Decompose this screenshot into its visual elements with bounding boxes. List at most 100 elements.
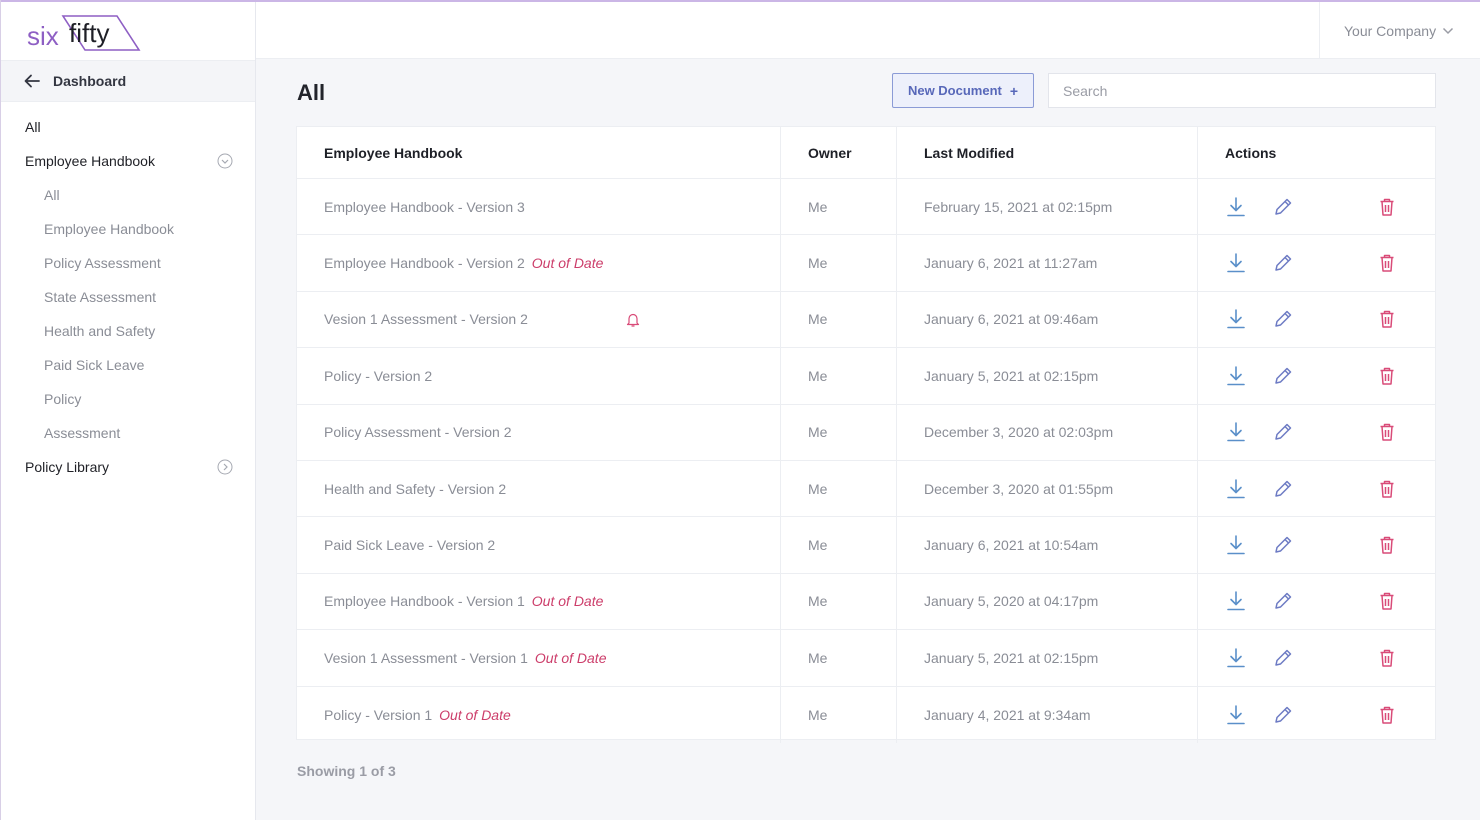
last-modified-cell: January 6, 2021 at 11:27am bbox=[896, 235, 1197, 291]
download-icon[interactable] bbox=[1225, 647, 1247, 669]
last-modified-cell: January 5, 2021 at 02:15pm bbox=[896, 348, 1197, 404]
expand-chevron-right-icon[interactable] bbox=[217, 459, 233, 475]
sidebar-nav: All Employee Handbook All Employee Handbook… bbox=[1, 110, 255, 484]
owner-cell: Me bbox=[780, 573, 896, 630]
sidebar-item[interactable]: All bbox=[1, 178, 255, 212]
sidebar-item-label: State Assessment bbox=[44, 289, 157, 305]
document-name-cell[interactable]: Paid Sick Leave - Version 2 bbox=[297, 517, 780, 572]
trash-icon[interactable] bbox=[1376, 478, 1398, 500]
edit-pencil-icon[interactable] bbox=[1272, 196, 1294, 218]
trash-icon[interactable] bbox=[1376, 647, 1398, 669]
document-name-cell[interactable]: Vesion 1 Assessment - Version 2 bbox=[297, 292, 780, 347]
table-row[interactable]: Health and Safety - Version 2 Me December… bbox=[297, 461, 1435, 518]
edit-pencil-icon[interactable] bbox=[1272, 252, 1294, 274]
edit-pencil-icon[interactable] bbox=[1272, 421, 1294, 443]
table-row[interactable]: Employee Handbook - Version 1 Out of Date… bbox=[297, 573, 1435, 631]
table-row[interactable]: Vesion 1 Assessment - Version 2 Me Januar… bbox=[297, 291, 1435, 349]
sixfifty-logo: six fifty bbox=[27, 15, 141, 51]
download-icon[interactable] bbox=[1225, 534, 1247, 556]
actions-cell bbox=[1197, 291, 1435, 348]
company-switcher[interactable]: Your Company bbox=[1319, 2, 1480, 59]
download-icon[interactable] bbox=[1225, 478, 1247, 500]
document-name: Health and Safety - Version 2 bbox=[324, 480, 507, 497]
document-name-cell[interactable]: Policy - Version 2 bbox=[297, 348, 780, 403]
download-icon[interactable] bbox=[1225, 308, 1247, 330]
document-name: Employee Handbook - Version 2 bbox=[324, 255, 525, 272]
back-to-dashboard-link[interactable]: Dashboard bbox=[1, 60, 255, 102]
trash-icon[interactable] bbox=[1376, 421, 1398, 443]
edit-pencil-icon[interactable] bbox=[1272, 647, 1294, 669]
trash-icon[interactable] bbox=[1376, 196, 1398, 218]
sidebar-item-label: All bbox=[25, 119, 41, 135]
owner-cell: Me bbox=[780, 630, 896, 686]
sidebar-item-label: Policy bbox=[44, 391, 82, 407]
document-name-cell[interactable]: Employee Handbook - Version 3 bbox=[297, 179, 780, 234]
download-icon[interactable] bbox=[1225, 421, 1247, 443]
document-name-cell[interactable]: Vesion 1 Assessment - Version 1 Out of Da… bbox=[297, 630, 780, 685]
table-row[interactable]: Employee Handbook - Version 2 Out of Date… bbox=[297, 235, 1435, 292]
sidebar-item[interactable]: All bbox=[1, 110, 255, 144]
sidebar-item[interactable]: Employee Handbook bbox=[1, 144, 255, 178]
download-icon[interactable] bbox=[1225, 365, 1247, 387]
column-header-owner[interactable]: Owner bbox=[780, 127, 896, 178]
document-name-cell[interactable]: Policy - Version 1 Out of Date bbox=[297, 687, 780, 743]
trash-icon[interactable] bbox=[1376, 252, 1398, 274]
out-of-date-badge: Out of Date bbox=[534, 649, 607, 666]
table-row[interactable]: Employee Handbook - Version 3 Me February… bbox=[297, 179, 1435, 236]
sidebar-item-label: Assessment bbox=[44, 425, 121, 441]
table-row[interactable]: Vesion 1 Assessment - Version 1 Out of Da… bbox=[297, 630, 1435, 687]
edit-pencil-icon[interactable] bbox=[1272, 534, 1294, 556]
trash-icon[interactable] bbox=[1376, 308, 1398, 330]
table-row[interactable]: Paid Sick Leave - Version 2 Me January 6,… bbox=[297, 517, 1435, 574]
last-modified-cell: January 5, 2020 at 04:17pm bbox=[896, 573, 1197, 630]
document-name-cell[interactable]: Policy Assessment - Version 2 bbox=[297, 405, 780, 460]
edit-pencil-icon[interactable] bbox=[1272, 308, 1294, 330]
sidebar-item-label: Paid Sick Leave bbox=[44, 357, 145, 373]
sidebar-item[interactable]: Health and Safety bbox=[1, 314, 255, 348]
sidebar-item[interactable]: Policy Library bbox=[1, 450, 255, 484]
sidebar-item[interactable]: State Assessment bbox=[1, 280, 255, 314]
search-input[interactable] bbox=[1048, 73, 1436, 108]
collapse-chevron-down-icon[interactable] bbox=[217, 153, 233, 169]
sidebar-item[interactable]: Policy bbox=[1, 382, 255, 416]
window-top-border bbox=[0, 0, 1480, 2]
actions-cell bbox=[1197, 461, 1435, 517]
sidebar-item[interactable]: Employee Handbook bbox=[1, 212, 255, 246]
trash-icon[interactable] bbox=[1376, 534, 1398, 556]
table-row[interactable]: Policy - Version 1 Out of Date Me January … bbox=[297, 686, 1435, 743]
column-header-last-modified[interactable]: Last Modified bbox=[896, 127, 1197, 178]
sidebar-item[interactable]: Policy Assessment bbox=[1, 246, 255, 280]
column-header-document[interactable]: Employee Handbook bbox=[324, 144, 463, 161]
download-icon[interactable] bbox=[1225, 704, 1247, 726]
actions-cell bbox=[1197, 686, 1435, 743]
bell-icon[interactable] bbox=[626, 312, 640, 328]
document-name-cell[interactable]: Employee Handbook - Version 2 Out of Date bbox=[297, 235, 780, 290]
trash-icon[interactable] bbox=[1376, 365, 1398, 387]
trash-icon[interactable] bbox=[1376, 590, 1398, 612]
new-document-button[interactable]: New Document + bbox=[892, 73, 1034, 108]
actions-cell bbox=[1197, 404, 1435, 460]
table-row[interactable]: Policy Assessment - Version 2 Me December… bbox=[297, 404, 1435, 461]
download-icon[interactable] bbox=[1225, 252, 1247, 274]
last-modified-cell: January 5, 2021 at 02:15pm bbox=[896, 630, 1197, 686]
download-icon[interactable] bbox=[1225, 196, 1247, 218]
trash-icon[interactable] bbox=[1376, 704, 1398, 726]
company-name: Your Company bbox=[1344, 22, 1437, 39]
edit-pencil-icon[interactable] bbox=[1272, 590, 1294, 612]
edit-pencil-icon[interactable] bbox=[1272, 704, 1294, 726]
owner-cell: Me bbox=[780, 179, 896, 235]
chevron-down-icon bbox=[1443, 27, 1454, 34]
table-row[interactable]: Policy - Version 2 Me January 5, 2021 at … bbox=[297, 348, 1435, 405]
edit-pencil-icon[interactable] bbox=[1272, 365, 1294, 387]
page-title: All bbox=[297, 80, 326, 105]
document-name-cell[interactable]: Health and Safety - Version 2 bbox=[297, 461, 780, 516]
document-name-cell[interactable]: Employee Handbook - Version 1 Out of Date bbox=[297, 574, 780, 629]
edit-pencil-icon[interactable] bbox=[1272, 478, 1294, 500]
download-icon[interactable] bbox=[1225, 590, 1247, 612]
sidebar-item[interactable]: Assessment bbox=[1, 416, 255, 450]
sidebar-item-label: Policy Library bbox=[25, 459, 110, 475]
new-document-label: New Document bbox=[907, 83, 1002, 98]
sidebar-item[interactable]: Paid Sick Leave bbox=[1, 348, 255, 382]
actions-cell bbox=[1197, 630, 1435, 686]
last-modified-cell: January 6, 2021 at 09:46am bbox=[896, 291, 1197, 348]
